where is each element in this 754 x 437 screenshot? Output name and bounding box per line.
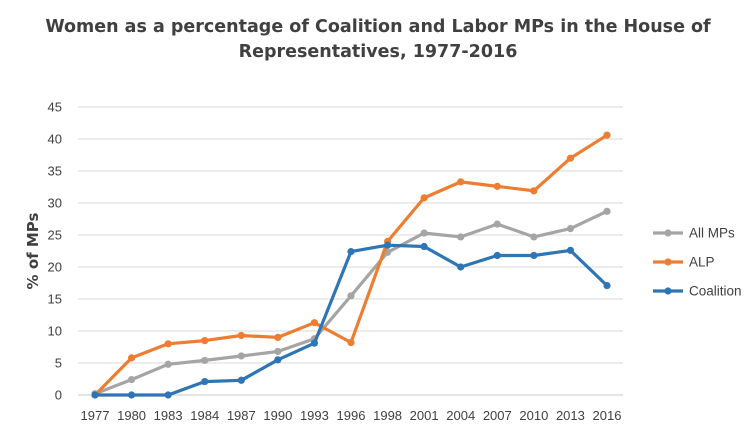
x-tick-label: 2004 bbox=[446, 408, 475, 423]
x-tick-label: 2001 bbox=[410, 408, 439, 423]
chart-title: Women as a percentage of Coalition and L… bbox=[45, 17, 711, 62]
y-tick-label: 40 bbox=[48, 132, 62, 147]
data-point bbox=[603, 207, 611, 215]
x-tick-label: 2016 bbox=[593, 408, 622, 423]
data-point bbox=[127, 376, 136, 384]
x-tick-label: 1996 bbox=[337, 408, 366, 423]
data-point bbox=[310, 339, 319, 347]
x-tick-label: 1980 bbox=[117, 408, 146, 423]
x-tick-label: 2010 bbox=[519, 408, 548, 423]
data-point bbox=[420, 194, 428, 202]
data-point bbox=[493, 220, 501, 228]
chart-title-line-2: Representatives, 1977-2016 bbox=[239, 42, 518, 62]
data-point bbox=[201, 337, 209, 345]
data-point bbox=[457, 233, 465, 241]
data-point bbox=[274, 347, 282, 356]
data-point bbox=[237, 376, 245, 384]
data-point bbox=[420, 242, 428, 251]
data-point bbox=[164, 391, 172, 399]
data-point bbox=[237, 352, 245, 360]
data-point bbox=[420, 229, 428, 237]
legend-item: All MPs bbox=[653, 226, 735, 241]
x-tick-label: 1987 bbox=[227, 408, 256, 423]
data-point bbox=[127, 354, 136, 362]
x-tick-label: 1998 bbox=[373, 408, 402, 423]
data-point bbox=[493, 182, 501, 190]
data-point bbox=[347, 292, 355, 300]
legend-label: Coalition bbox=[689, 284, 742, 299]
legend: All MPs ALP Coalition bbox=[653, 226, 742, 299]
x-tick-label: 1990 bbox=[263, 408, 292, 423]
data-point bbox=[603, 131, 611, 139]
series-coalition bbox=[91, 241, 611, 399]
y-tick-label: 5 bbox=[55, 356, 62, 371]
legend-item: Coalition bbox=[653, 284, 742, 299]
data-point bbox=[383, 241, 392, 249]
series-line bbox=[93, 209, 609, 396]
data-point bbox=[457, 263, 465, 271]
legend-swatch-marker bbox=[664, 287, 672, 295]
data-point bbox=[274, 333, 282, 341]
data-point bbox=[237, 331, 245, 340]
data-point bbox=[201, 356, 209, 365]
chart-title-line-1: Women as a percentage of Coalition and L… bbox=[45, 17, 711, 37]
data-point bbox=[164, 360, 172, 368]
y-tick-label: 35 bbox=[48, 164, 62, 179]
x-tick-label: 2007 bbox=[483, 408, 512, 423]
series-alp bbox=[91, 131, 611, 399]
legend-swatch-marker bbox=[664, 229, 672, 237]
data-point bbox=[91, 391, 99, 399]
x-tick-label: 1993 bbox=[300, 408, 329, 423]
legend-item: ALP bbox=[653, 255, 715, 270]
x-tick-label: 1983 bbox=[154, 408, 183, 423]
data-point bbox=[457, 178, 465, 186]
x-tick-label: 2013 bbox=[556, 408, 585, 423]
series bbox=[91, 131, 611, 399]
y-tick-label: 0 bbox=[55, 388, 62, 403]
y-tick-label: 30 bbox=[48, 196, 62, 211]
data-point bbox=[566, 154, 575, 162]
x-tick-label: 1977 bbox=[81, 408, 110, 423]
legend-swatch-marker bbox=[664, 258, 672, 266]
data-point bbox=[530, 233, 538, 241]
legend-label: ALP bbox=[689, 255, 715, 270]
series-line bbox=[93, 243, 609, 397]
data-point bbox=[201, 377, 209, 386]
data-point bbox=[530, 251, 538, 260]
series-all-mps bbox=[91, 207, 611, 398]
data-point bbox=[310, 319, 319, 327]
y-tick-label: 20 bbox=[48, 260, 62, 275]
y-tick-label: 25 bbox=[48, 228, 62, 243]
data-point bbox=[566, 246, 575, 254]
data-point bbox=[127, 391, 136, 399]
data-point bbox=[164, 340, 172, 348]
data-point bbox=[347, 248, 355, 256]
data-point bbox=[274, 356, 282, 364]
data-point bbox=[603, 281, 611, 290]
series-line bbox=[93, 133, 609, 397]
y-tick-label: 15 bbox=[48, 292, 62, 307]
data-point bbox=[530, 187, 538, 195]
data-point bbox=[566, 225, 575, 233]
x-axis-ticks: 1977 1980 1983 1984 1987 1990 1993 1996 1998 2001… bbox=[81, 408, 622, 423]
y-axis-title: % of MPs bbox=[24, 212, 42, 289]
data-point bbox=[347, 338, 355, 347]
y-tick-label: 45 bbox=[48, 100, 62, 115]
x-tick-label: 1984 bbox=[190, 408, 219, 423]
legend-label: All MPs bbox=[689, 226, 735, 241]
y-axis-ticks: 0 5 10 15 20 25 30 35 40 45 bbox=[48, 100, 62, 403]
data-point bbox=[493, 251, 501, 260]
y-tick-label: 10 bbox=[48, 324, 62, 339]
